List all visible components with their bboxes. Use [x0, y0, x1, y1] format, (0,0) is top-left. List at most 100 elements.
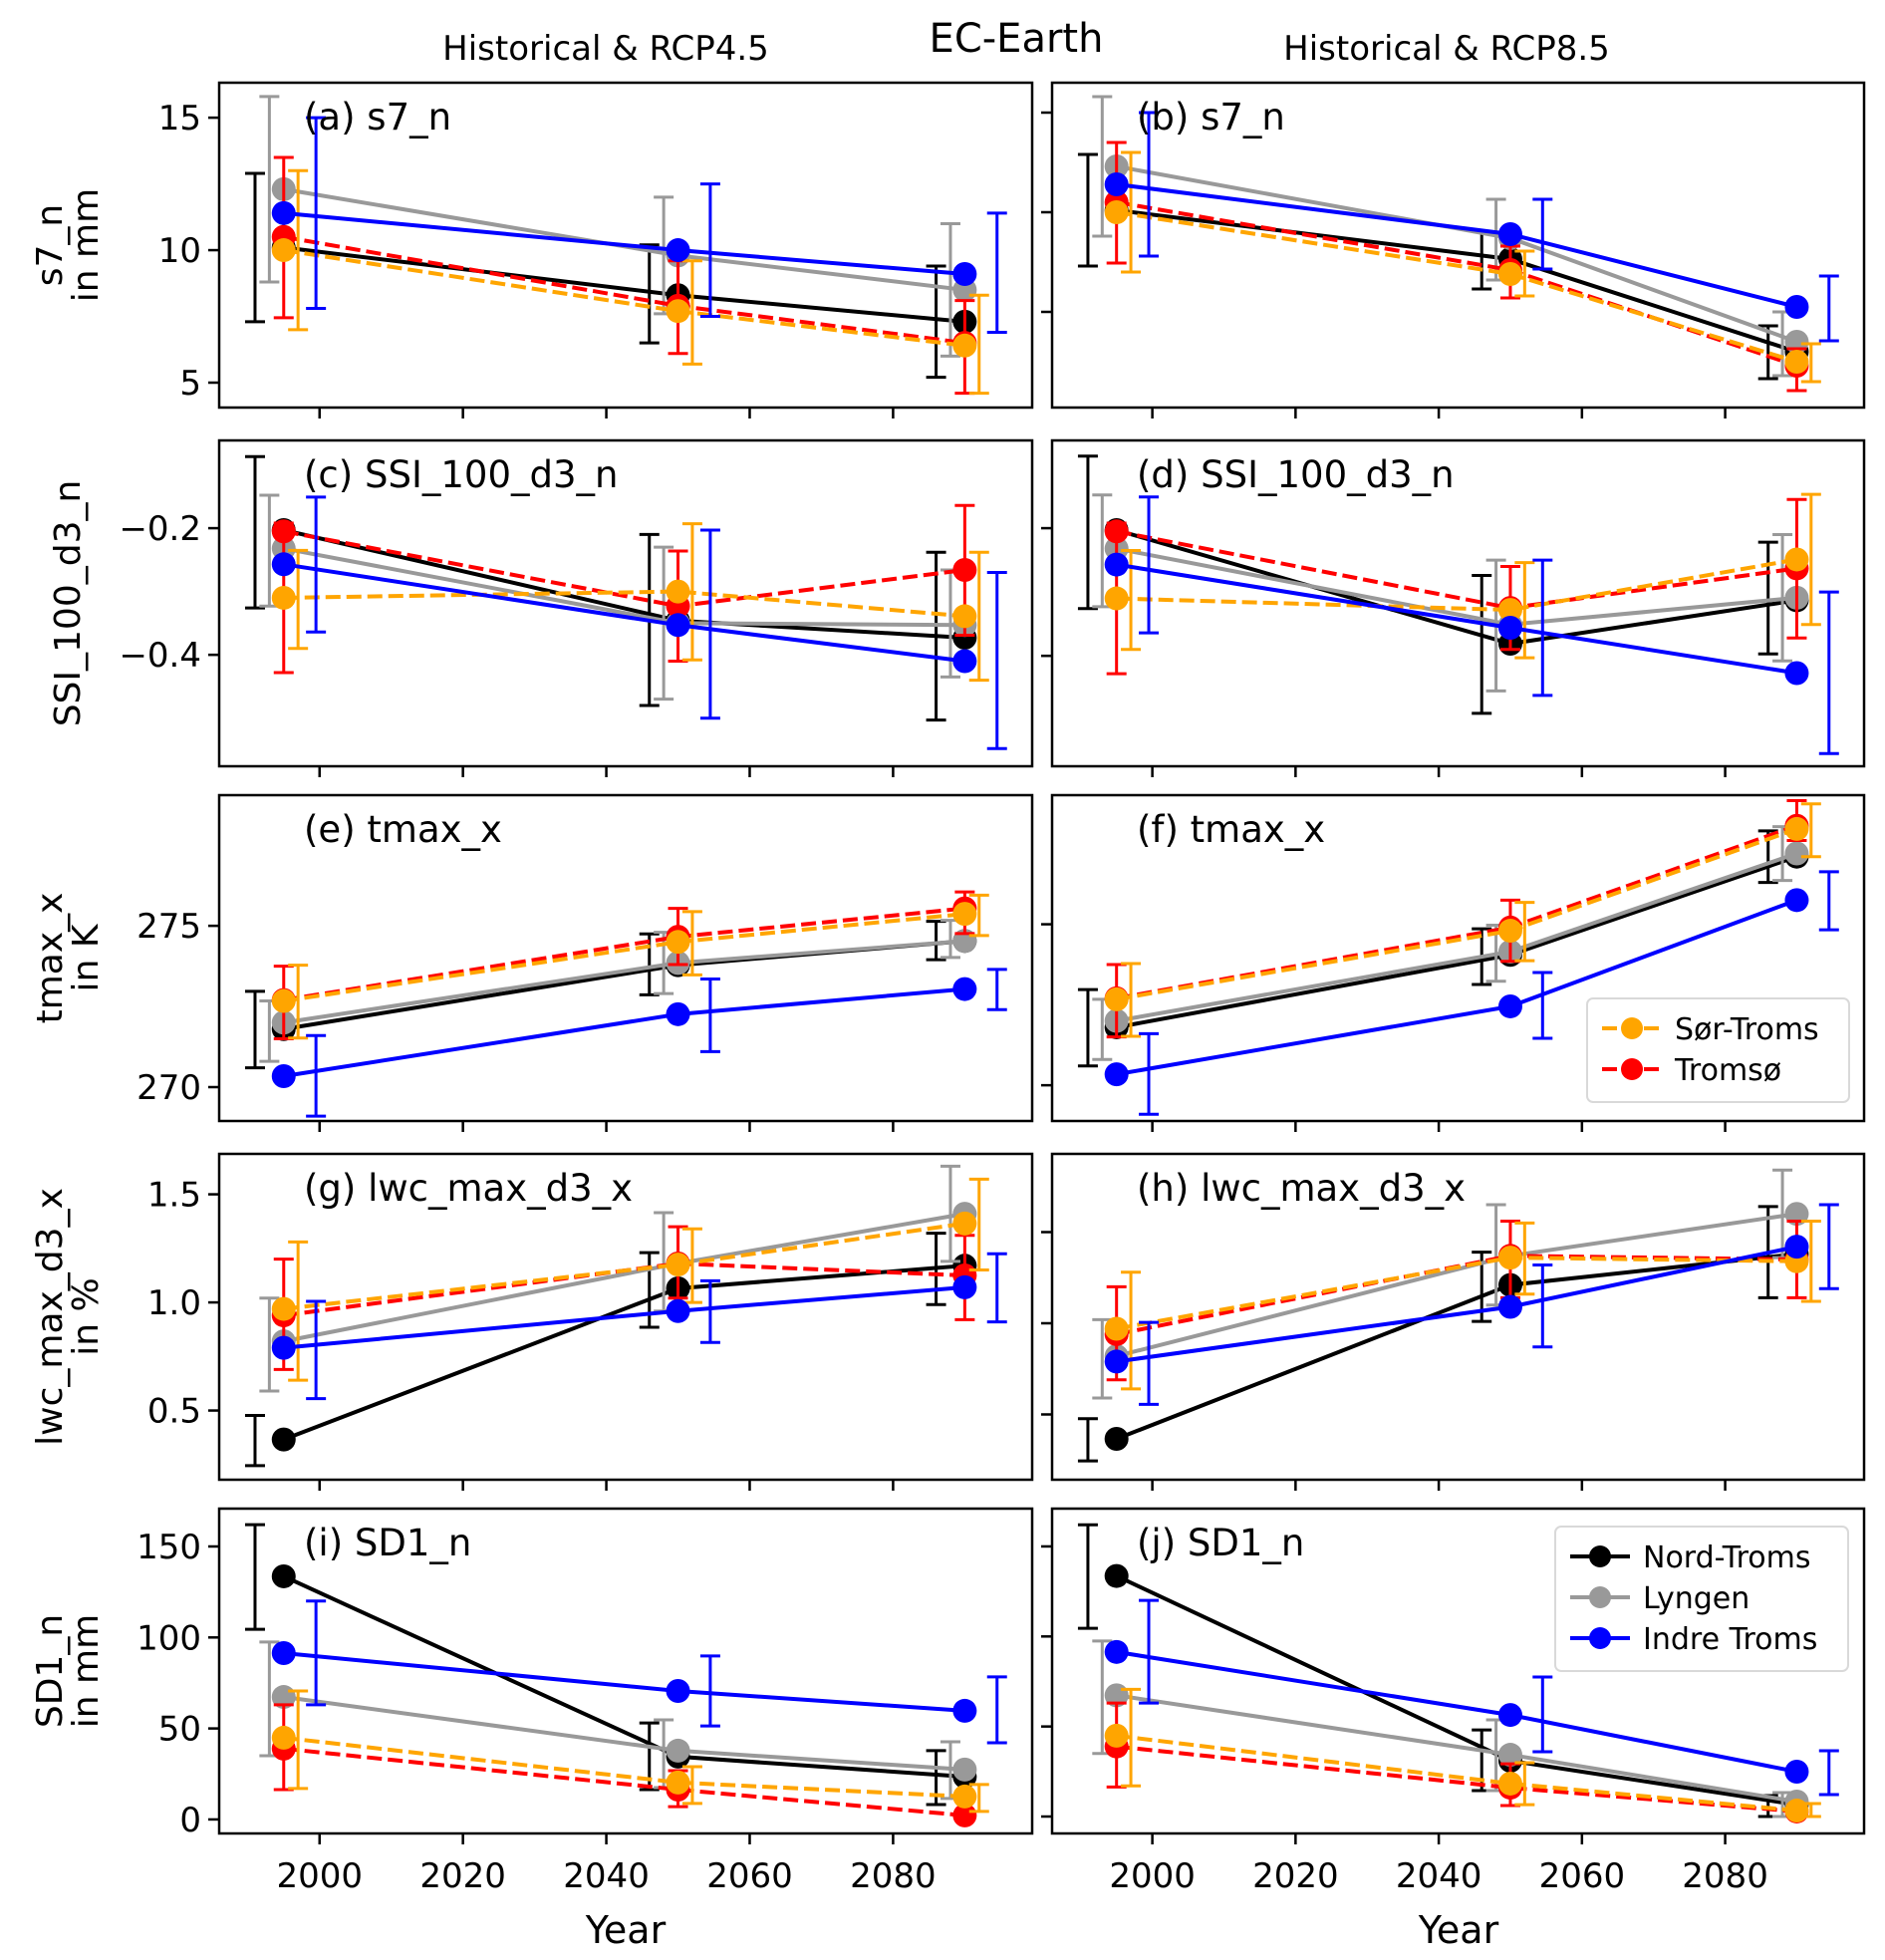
- series-line: [283, 1284, 965, 1350]
- plot-area: [244, 95, 1007, 396]
- y-tick-label: 150: [136, 1528, 201, 1567]
- series-indre-troms: [271, 116, 1007, 334]
- series-indre-troms: [271, 495, 1007, 750]
- x-tick-label: 2000: [1109, 1856, 1196, 1896]
- data-point: [271, 988, 296, 1013]
- legend-marker: [1621, 1058, 1643, 1080]
- y-tick-label: 10: [158, 231, 201, 271]
- legend-marker: [1589, 1586, 1611, 1608]
- data-point: [952, 333, 977, 358]
- series-line: [283, 589, 965, 619]
- plot-area: [244, 1523, 1007, 1827]
- series-sor-troms: [271, 1689, 989, 1814]
- y-tick-label: −0.4: [119, 636, 201, 676]
- series-line: [283, 1651, 965, 1713]
- data-point: [1784, 547, 1809, 572]
- data-point: [952, 1803, 977, 1827]
- series-line: [1116, 823, 1798, 1000]
- data-point: [1497, 1771, 1522, 1796]
- data-point: [271, 1427, 296, 1452]
- data-point: [952, 558, 977, 583]
- legend-label: Sør-Troms: [1675, 1012, 1819, 1047]
- x-axis-label-left: Year: [585, 1908, 667, 1952]
- panel-i: 0 50 100 150 2000 2020 2040 2060 2080 SD1_nin mm (…: [30, 1507, 1034, 1896]
- panel-title: (f) tmax_x: [1137, 808, 1325, 851]
- y-axis-label: SSI_100_d3_n: [48, 480, 89, 727]
- y-tick-label: −0.2: [119, 509, 201, 549]
- series-line: [283, 1263, 965, 1442]
- y-axis-label: tmax_x: [30, 893, 71, 1024]
- column-title-rcp85: Historical & RCP8.5: [1283, 29, 1610, 69]
- y-axis-label: SD1_n: [30, 1614, 71, 1728]
- series-line: [283, 939, 965, 1031]
- data-point: [1784, 816, 1809, 841]
- series-tromso: [1104, 1701, 1809, 1823]
- series-line: [283, 1221, 965, 1311]
- series-sor-troms: [271, 1177, 989, 1382]
- series-indre-troms: [1104, 1203, 1839, 1406]
- data-point: [666, 1001, 690, 1026]
- x-tick-label: 2080: [850, 1856, 937, 1896]
- panels: 5 10 15 s7_nin mm (a) s7_n (b) s7_n −0.4 −0.2 SS…: [30, 81, 1866, 1896]
- y-tick-label: 50: [158, 1710, 201, 1750]
- axes-frame: [217, 1507, 1034, 1835]
- y-axis-label: lwc_max_d3_x: [30, 1188, 71, 1446]
- data-point: [1104, 1723, 1129, 1748]
- data-point: [1104, 200, 1129, 224]
- panel-c: −0.4 −0.2 SSI_100_d3_n (c) SSI_100_d3_n: [48, 438, 1034, 777]
- axes-frame: [1050, 81, 1866, 410]
- y-tick-label: 1.5: [147, 1176, 201, 1216]
- data-point: [271, 519, 296, 544]
- series-line: [1116, 557, 1797, 613]
- series-indre-troms: [271, 968, 1007, 1118]
- y-tick-label: 5: [179, 364, 201, 404]
- data-point: [1104, 1563, 1129, 1588]
- x-tick-label: 2000: [276, 1856, 363, 1896]
- data-point: [1497, 1294, 1522, 1319]
- legend-item-indre-troms: Indre Troms: [1570, 1622, 1817, 1657]
- series-tromso: [271, 1703, 977, 1827]
- y-axis-label: s7_n: [30, 204, 71, 286]
- y-axis-label: in K: [66, 923, 107, 991]
- data-point: [666, 579, 690, 604]
- plot-area: [1077, 95, 1839, 393]
- data-point: [1104, 172, 1129, 196]
- data-point: [1497, 262, 1522, 286]
- legend-label: Indre Troms: [1643, 1622, 1817, 1657]
- series-sor-troms: [1104, 1220, 1821, 1391]
- series-line: [1116, 1733, 1797, 1814]
- y-tick-label: 275: [136, 907, 201, 947]
- axes-frame: [1050, 793, 1866, 1123]
- data-point: [666, 1253, 690, 1277]
- plot-area: [1077, 454, 1839, 755]
- axes-frame: [1050, 1507, 1866, 1835]
- series-nord-troms: [1077, 152, 1809, 381]
- series-line: [282, 1574, 965, 1780]
- data-point: [952, 977, 977, 1001]
- data-point: [666, 299, 690, 324]
- panel-g: 0.5 1.0 1.5 lwc_max_d3_xin % (g) lwc_max_d3_…: [30, 1152, 1034, 1491]
- series-line: [283, 939, 965, 1025]
- legend-item-nord-troms: Nord-Troms: [1570, 1540, 1811, 1575]
- x-tick-label: 2080: [1682, 1856, 1768, 1896]
- data-point: [1784, 661, 1809, 686]
- data-point: [271, 238, 296, 263]
- y-tick-label: 0: [179, 1801, 201, 1840]
- series-lyngen: [259, 1640, 977, 1801]
- series-indre-troms: [1104, 111, 1839, 343]
- legend: Sør-Troms Tromsø: [1586, 997, 1850, 1103]
- axes-frame: [217, 793, 1034, 1123]
- y-tick-label: 100: [136, 1618, 201, 1658]
- data-point: [271, 200, 296, 225]
- y-axis-label: in %: [66, 1277, 107, 1355]
- data-point: [1104, 1349, 1129, 1374]
- axes-frame: [217, 438, 1034, 768]
- plot-area: [244, 890, 1007, 1118]
- y-axis-label: in mm: [66, 1614, 107, 1728]
- plot-area: [1077, 1168, 1839, 1463]
- series-line: [1116, 182, 1797, 309]
- axes-frame: [1050, 438, 1866, 768]
- series-tromso: [1104, 497, 1809, 676]
- data-point: [666, 930, 690, 955]
